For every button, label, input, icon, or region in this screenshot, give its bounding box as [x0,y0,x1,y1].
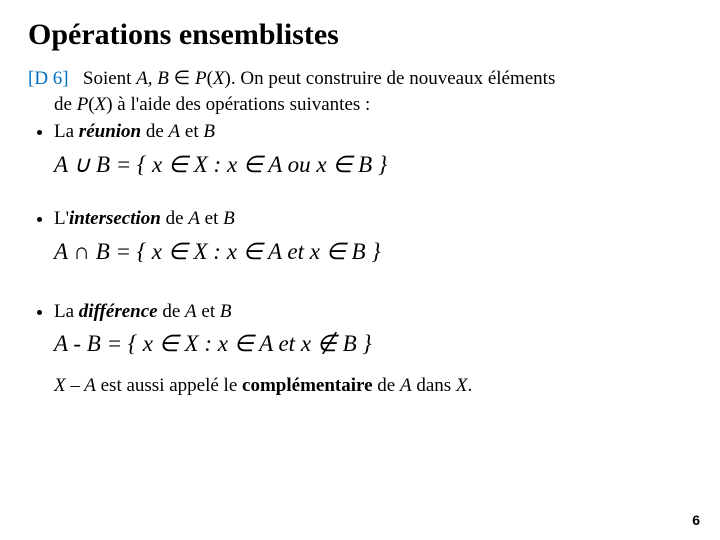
note-A: A [400,375,412,396]
bullet-intersection: L'intersection de A et B [54,206,692,232]
b2-c: de [161,208,188,229]
note-b: est aussi appelé le [96,375,242,396]
b3-e: et [197,301,220,322]
cont-a: de [54,94,77,115]
intro-px: P [195,68,207,89]
slide-title: Opérations ensemblistes [28,18,692,52]
formula-union-text: A ∪ B = { x ∈ X : x ∈ A ou x ∈ B } [54,152,387,177]
page-number: 6 [692,512,700,528]
note-term: complémentaire [242,375,373,396]
bullet-reunion: La réunion de A et B [54,119,692,145]
bullet-list-3: La différence de A et B [28,299,692,325]
note-d: de [373,375,400,396]
b3-c: de [158,301,185,322]
bullet-list-2: L'intersection de A et B [28,206,692,232]
b1-A: A [169,121,181,142]
definition-ref: [D 6] [28,68,69,89]
b3-term: différence [79,301,158,322]
b3-A: A [185,301,197,322]
b2-A: A [188,208,200,229]
intro-line-2: de P(X) à l'aide des opérations suivante… [54,92,692,118]
intro-rest: ). On peut construire de nouveaux élémen… [225,68,556,89]
note-xa: X – A [54,375,96,396]
bullet-list-1: La réunion de A et B [28,119,692,145]
b2-a: L' [54,208,69,229]
note-h: . [468,375,473,396]
formula-intersection: A ∩ B = { x ∈ X : x ∈ A et x ∈ B } [54,236,692,267]
b3-a: La [54,301,79,322]
intro-x: X [213,68,225,89]
formula-union: A ∪ B = { x ∈ X : x ∈ A ou x ∈ B } [54,149,692,180]
b2-term: intersection [69,208,161,229]
b3-B: B [220,301,232,322]
cont-x: X [95,94,107,115]
b1-term: réunion [79,121,141,142]
b2-B: B [223,208,235,229]
formula-intersection-text: A ∩ B = { x ∈ X : x ∈ A et x ∈ B } [54,239,381,264]
bullet-difference: La différence de A et B [54,299,692,325]
slide: Opérations ensemblistes [D 6] Soient A, … [0,0,720,540]
b1-c: de [141,121,168,142]
cont-px: P [77,94,89,115]
intro-ab: A, B [136,68,169,89]
b1-e: et [180,121,203,142]
intro-elem: ∈ [169,68,195,89]
note-f: dans [412,375,456,396]
formula-difference-text: A - B = { x ∈ X : x ∈ A et x ∉ B } [54,331,372,356]
intro-text-a: Soient [83,68,136,89]
formula-difference: A - B = { x ∈ X : x ∈ A et x ∉ B } [54,328,692,359]
slide-body: [D 6] Soient A, B ∈ P(X). On peut constr… [28,66,692,399]
b2-e: et [200,208,223,229]
complement-note: X – A est aussi appelé le complémentaire… [54,373,692,399]
cont-rest: ) à l'aide des opérations suivantes : [106,94,370,115]
note-X: X [456,375,468,396]
intro-line-1: [D 6] Soient A, B ∈ P(X). On peut constr… [28,66,692,92]
b1-B: B [203,121,215,142]
b1-a: La [54,121,79,142]
